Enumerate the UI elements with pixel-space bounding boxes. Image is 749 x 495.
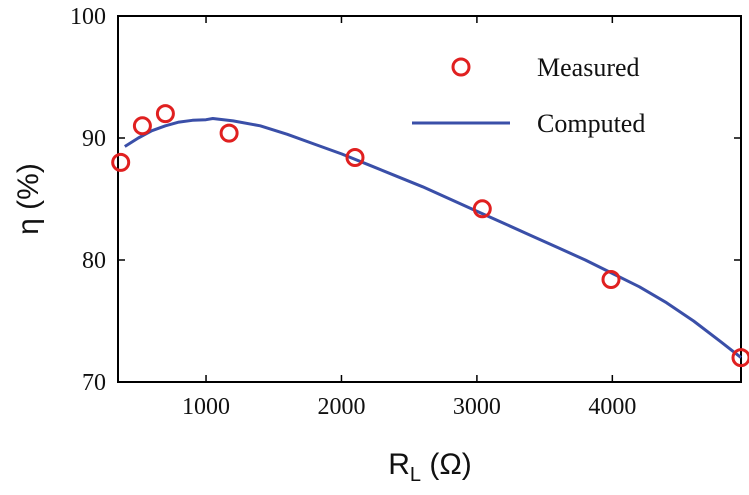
measured-point [472, 199, 492, 219]
axis-ticks: 1000 2000 3000 4000 70 80 90 100 [70, 4, 741, 420]
measured-point [132, 116, 152, 136]
legend-computed-label: Computed [537, 109, 645, 138]
measured-point [155, 104, 175, 124]
measured-point [601, 270, 621, 289]
x-axis-title-main: R [388, 448, 410, 481]
series-layer [111, 104, 749, 368]
legend: Measured Computed [412, 53, 645, 138]
x-axis-title-unit: (Ω) [421, 448, 472, 481]
x-tick-label: 1000 [182, 394, 230, 420]
legend-measured-label: Measured [537, 53, 640, 82]
measured-point [345, 148, 365, 167]
measured-point [111, 152, 131, 172]
legend-measured-marker [451, 57, 471, 77]
x-axis-title-subscript: L [410, 464, 421, 486]
x-axis-title: RL (Ω) [388, 448, 472, 486]
x-tick-label: 4000 [588, 394, 636, 420]
y-tick-label: 70 [82, 370, 106, 396]
measured-point [731, 348, 749, 368]
y-axis-title: η (%) [12, 163, 45, 235]
x-tick-label: 3000 [453, 394, 501, 420]
measured-point [219, 123, 239, 143]
computed-series-line [124, 117, 742, 359]
plot-frame [117, 15, 742, 383]
x-tick-label: 2000 [317, 394, 365, 420]
y-tick-label: 80 [82, 248, 106, 274]
y-tick-label: 90 [82, 126, 106, 152]
y-tick-label: 100 [70, 4, 106, 30]
